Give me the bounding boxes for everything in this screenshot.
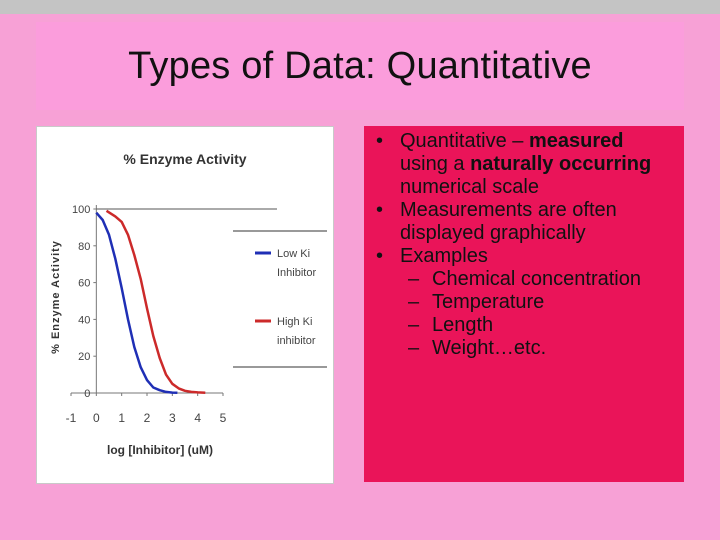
bullet-measurements: • Measurements are often displayed graph… xyxy=(364,199,674,245)
chart-y-axis-label: % Enzyme Activity xyxy=(50,240,62,354)
chart-title: % Enzyme Activity xyxy=(123,151,246,167)
sub-item-weight: – Weight…etc. xyxy=(364,337,674,360)
legend-label-high-ki: High Ki xyxy=(277,316,312,328)
sub-item-temperature: – Temperature xyxy=(364,291,674,314)
sub-item-text: Temperature xyxy=(432,291,545,313)
bullet-examples: • Examples xyxy=(364,245,674,268)
y-tick-label: 0 xyxy=(84,388,90,400)
bullet-1-text-mid: using a xyxy=(400,153,471,175)
sub-item-text: Length xyxy=(432,314,494,336)
y-tick-label: 100 xyxy=(72,204,90,216)
sub-item-text: Weight…etc. xyxy=(432,337,547,359)
bullet-dot: • xyxy=(376,199,384,221)
chart-series-layer xyxy=(95,209,206,395)
legend-label-low-ki: Low Ki xyxy=(277,248,310,260)
bullet-3-text: Examples xyxy=(400,245,488,267)
bullet-2-text: Measurements are often displayed graphic… xyxy=(400,199,617,244)
bullet-quantitative: • Quantitative – measured using a natura… xyxy=(364,130,674,199)
legend-label-high-ki: inhibitor xyxy=(277,335,316,347)
bullet-1-bold-naturally-occurring: naturally occurring xyxy=(470,153,652,175)
y-tick-label: 80 xyxy=(78,241,90,253)
enzyme-activity-chart: % Enzyme Activity % Enzyme Activity log … xyxy=(50,151,327,457)
x-tick-label: 5 xyxy=(220,411,227,425)
legend-label-low-ki: Inhibitor xyxy=(277,267,316,279)
bullet-1-bold-measured: measured xyxy=(528,130,624,152)
series-line-low-ki xyxy=(95,211,178,395)
sub-item-chemical-concentration: – Chemical concentration xyxy=(364,268,674,291)
sub-item-length: – Length xyxy=(364,314,674,337)
x-tick-label: 4 xyxy=(194,411,201,425)
x-tick-label: 1 xyxy=(118,411,125,425)
y-tick-label: 60 xyxy=(78,278,90,290)
x-tick-label: 2 xyxy=(144,411,151,425)
series-line-high-ki xyxy=(105,209,206,395)
bullet-text-box: • Quantitative – measured using a natura… xyxy=(364,126,684,482)
sub-dash: – xyxy=(408,314,420,336)
bullet-1-text-pre: Quantitative – xyxy=(400,130,529,152)
slide-title: Types of Data: Quantitative xyxy=(128,44,592,87)
y-tick-label: 40 xyxy=(78,314,90,326)
bullet-1-text-tail: numerical scale xyxy=(400,176,539,198)
chart-panel: % Enzyme Activity % Enzyme Activity log … xyxy=(36,126,334,484)
sub-dash: – xyxy=(408,337,420,359)
chart-legend: Low Ki Inhibitor High Ki inhibitor xyxy=(255,248,316,347)
chart-axes: 0 20 40 60 80 100 -1 0 1 2 3 4 5 xyxy=(66,204,327,425)
x-tick-label: 3 xyxy=(169,411,176,425)
x-tick-label: -1 xyxy=(66,411,77,425)
x-tick-label: 0 xyxy=(93,411,100,425)
chart-x-axis-label: log [Inhibitor] (uM) xyxy=(107,443,213,457)
sub-item-text: Chemical concentration xyxy=(432,268,641,290)
bullet-dot: • xyxy=(376,245,384,267)
title-band: Types of Data: Quantitative xyxy=(36,22,684,110)
y-tick-label: 20 xyxy=(78,351,90,363)
sub-dash: – xyxy=(408,268,420,290)
sub-dash: – xyxy=(408,291,420,313)
bullet-dot: • xyxy=(376,130,384,152)
